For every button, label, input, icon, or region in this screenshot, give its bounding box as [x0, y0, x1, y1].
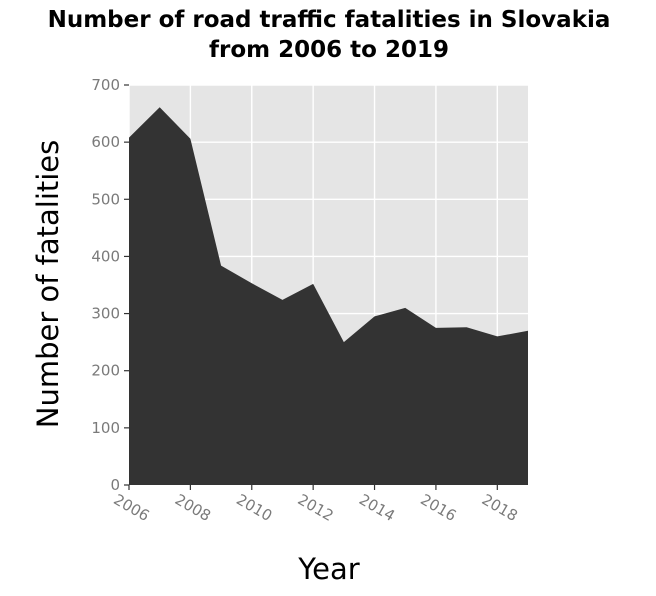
x-tick-label-2012: 2012 — [295, 490, 337, 525]
y-tick-label-100: 100 — [91, 419, 120, 437]
y-tick-label-400: 400 — [91, 247, 120, 265]
y-tick-label-600: 600 — [91, 133, 120, 151]
x-tick-label-2014: 2014 — [356, 490, 398, 525]
x-tick-label-2016: 2016 — [417, 490, 459, 525]
y-tick-label-300: 300 — [91, 305, 120, 323]
y-axis-label: Number of fatalities — [31, 140, 65, 429]
chart-title-line-2: from 2006 to 2019 — [209, 37, 449, 63]
x-tick-label-2008: 2008 — [172, 490, 214, 525]
y-tick-label-0: 0 — [110, 476, 120, 494]
y-tick-label-700: 700 — [91, 76, 120, 94]
x-axis-label: Year — [297, 552, 359, 586]
x-tick-label-2010: 2010 — [233, 490, 275, 525]
x-tick-label-2018: 2018 — [479, 490, 521, 525]
y-tick-label-200: 200 — [91, 362, 120, 380]
x-tick-labels: 2006 2008 2010 2012 2014 2016 2018 — [110, 490, 520, 525]
chart-title-line-1: Number of road traffic fatalities in Slo… — [48, 7, 611, 33]
axis-ticks — [124, 84, 498, 490]
x-tick-label-2006: 2006 — [110, 490, 152, 525]
y-tick-labels: 0 100 200 300 400 500 600 700 — [91, 76, 120, 494]
fatalities-area — [129, 107, 528, 486]
y-tick-label-500: 500 — [91, 190, 120, 208]
